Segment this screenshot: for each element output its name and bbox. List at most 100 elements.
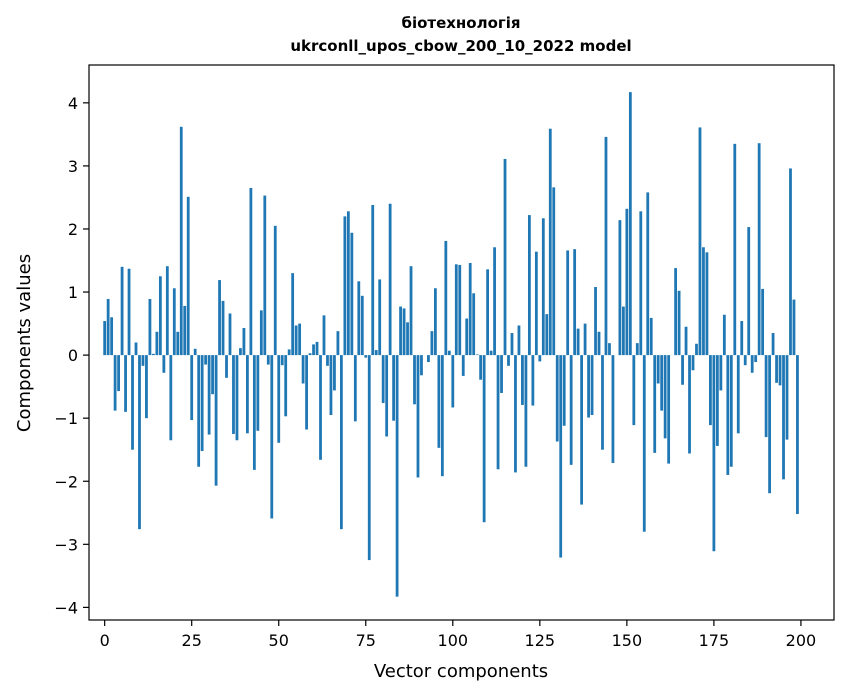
bar-15 xyxy=(155,331,159,356)
bar-79 xyxy=(378,279,382,356)
bar-155 xyxy=(642,355,646,532)
bar-73 xyxy=(357,281,361,356)
bar-39 xyxy=(239,348,242,356)
bar-137 xyxy=(580,355,583,505)
bar-149 xyxy=(621,306,625,356)
bar-153 xyxy=(635,343,639,356)
bar-168 xyxy=(688,355,691,454)
bar-29 xyxy=(204,355,208,365)
x-tick-label-25: 25 xyxy=(182,631,202,650)
bar-135 xyxy=(573,249,577,356)
chart-subtitle: ukrconll_upos_cbow_200_10_2022 model xyxy=(290,37,631,55)
bar-111 xyxy=(489,350,493,356)
bar-182 xyxy=(736,355,740,434)
bar-97 xyxy=(440,355,444,477)
bar-166 xyxy=(681,355,684,385)
y-tick-label--2: −2 xyxy=(54,472,78,491)
bar-117 xyxy=(510,333,514,356)
bar-93 xyxy=(427,355,430,363)
bar-159 xyxy=(656,355,660,384)
bar-10 xyxy=(138,355,141,530)
bar-80 xyxy=(381,355,385,404)
bar-96 xyxy=(437,355,441,448)
bar-158 xyxy=(653,355,657,453)
bar-118 xyxy=(514,355,517,473)
bar-54 xyxy=(291,273,295,356)
bar-179 xyxy=(726,355,730,475)
bar-28 xyxy=(200,355,204,451)
x-tick-label-75: 75 xyxy=(356,631,376,650)
bar-170 xyxy=(695,343,698,356)
bar-133 xyxy=(566,250,570,356)
bar-176 xyxy=(715,355,719,446)
x-axis-ticks: 0 25 50 75 100 125 150 175 200 xyxy=(100,620,816,650)
bar-140 xyxy=(590,355,594,416)
bar-100 xyxy=(451,355,455,408)
bar-17 xyxy=(162,355,166,373)
bar-68 xyxy=(340,355,343,530)
bar-116 xyxy=(507,355,510,366)
bar-63 xyxy=(322,315,326,356)
bar-70 xyxy=(346,211,350,356)
y-tick-label--1: −1 xyxy=(54,409,78,428)
bar-37 xyxy=(232,355,235,434)
bar-43 xyxy=(252,355,256,470)
bar-124 xyxy=(534,251,538,356)
bar-128 xyxy=(548,128,552,356)
bar-198 xyxy=(792,299,796,356)
bar-41 xyxy=(246,355,249,434)
bar-130 xyxy=(555,355,559,442)
bar-136 xyxy=(576,328,580,356)
bar-122 xyxy=(527,215,531,356)
bar-161 xyxy=(663,355,667,439)
bar-76 xyxy=(367,355,371,561)
bar-24 xyxy=(186,196,190,356)
bar-138 xyxy=(583,323,587,356)
bar-81 xyxy=(385,355,389,437)
bar-77 xyxy=(371,205,375,356)
bar-174 xyxy=(709,355,712,426)
bar-194 xyxy=(778,355,782,386)
y-tick-label-4: 4 xyxy=(68,94,78,113)
bar-169 xyxy=(691,355,695,371)
bar-185 xyxy=(747,227,751,356)
bar-131 xyxy=(559,355,563,558)
x-tick-label-125: 125 xyxy=(525,631,556,650)
y-tick-label--3: −3 xyxy=(54,535,78,554)
bar-38 xyxy=(235,355,239,441)
bar-125 xyxy=(538,355,542,362)
bar-177 xyxy=(719,355,723,391)
bar-78 xyxy=(374,350,378,356)
bar-60 xyxy=(312,344,315,356)
bar-50 xyxy=(277,355,281,443)
bar-107 xyxy=(475,354,479,356)
y-tick-label-3: 3 xyxy=(68,157,78,176)
bar-3 xyxy=(113,355,117,411)
bar-90 xyxy=(416,355,420,478)
bar-196 xyxy=(785,355,789,440)
bar-27 xyxy=(197,355,201,467)
bar-164 xyxy=(674,268,677,356)
bar-195 xyxy=(782,355,785,480)
bar-152 xyxy=(632,355,636,426)
bar-53 xyxy=(287,349,291,356)
x-axis-label: Vector components xyxy=(374,661,548,682)
bar-44 xyxy=(256,355,260,431)
bar-171 xyxy=(698,127,702,356)
bar-36 xyxy=(228,313,232,356)
bar-183 xyxy=(740,321,744,356)
bar-26 xyxy=(193,348,197,356)
bar-94 xyxy=(430,331,434,356)
bar-84 xyxy=(395,355,399,597)
bar-33 xyxy=(218,280,221,356)
bar-25 xyxy=(190,355,194,421)
bar-66 xyxy=(333,355,336,391)
bar-132 xyxy=(562,355,566,426)
y-tick-label--4: −4 xyxy=(54,598,78,617)
bar-167 xyxy=(684,326,688,356)
bar-151 xyxy=(628,92,632,356)
bar-46 xyxy=(263,195,267,356)
bar-52 xyxy=(284,355,288,417)
bar-160 xyxy=(660,355,664,411)
bar-85 xyxy=(399,306,402,356)
